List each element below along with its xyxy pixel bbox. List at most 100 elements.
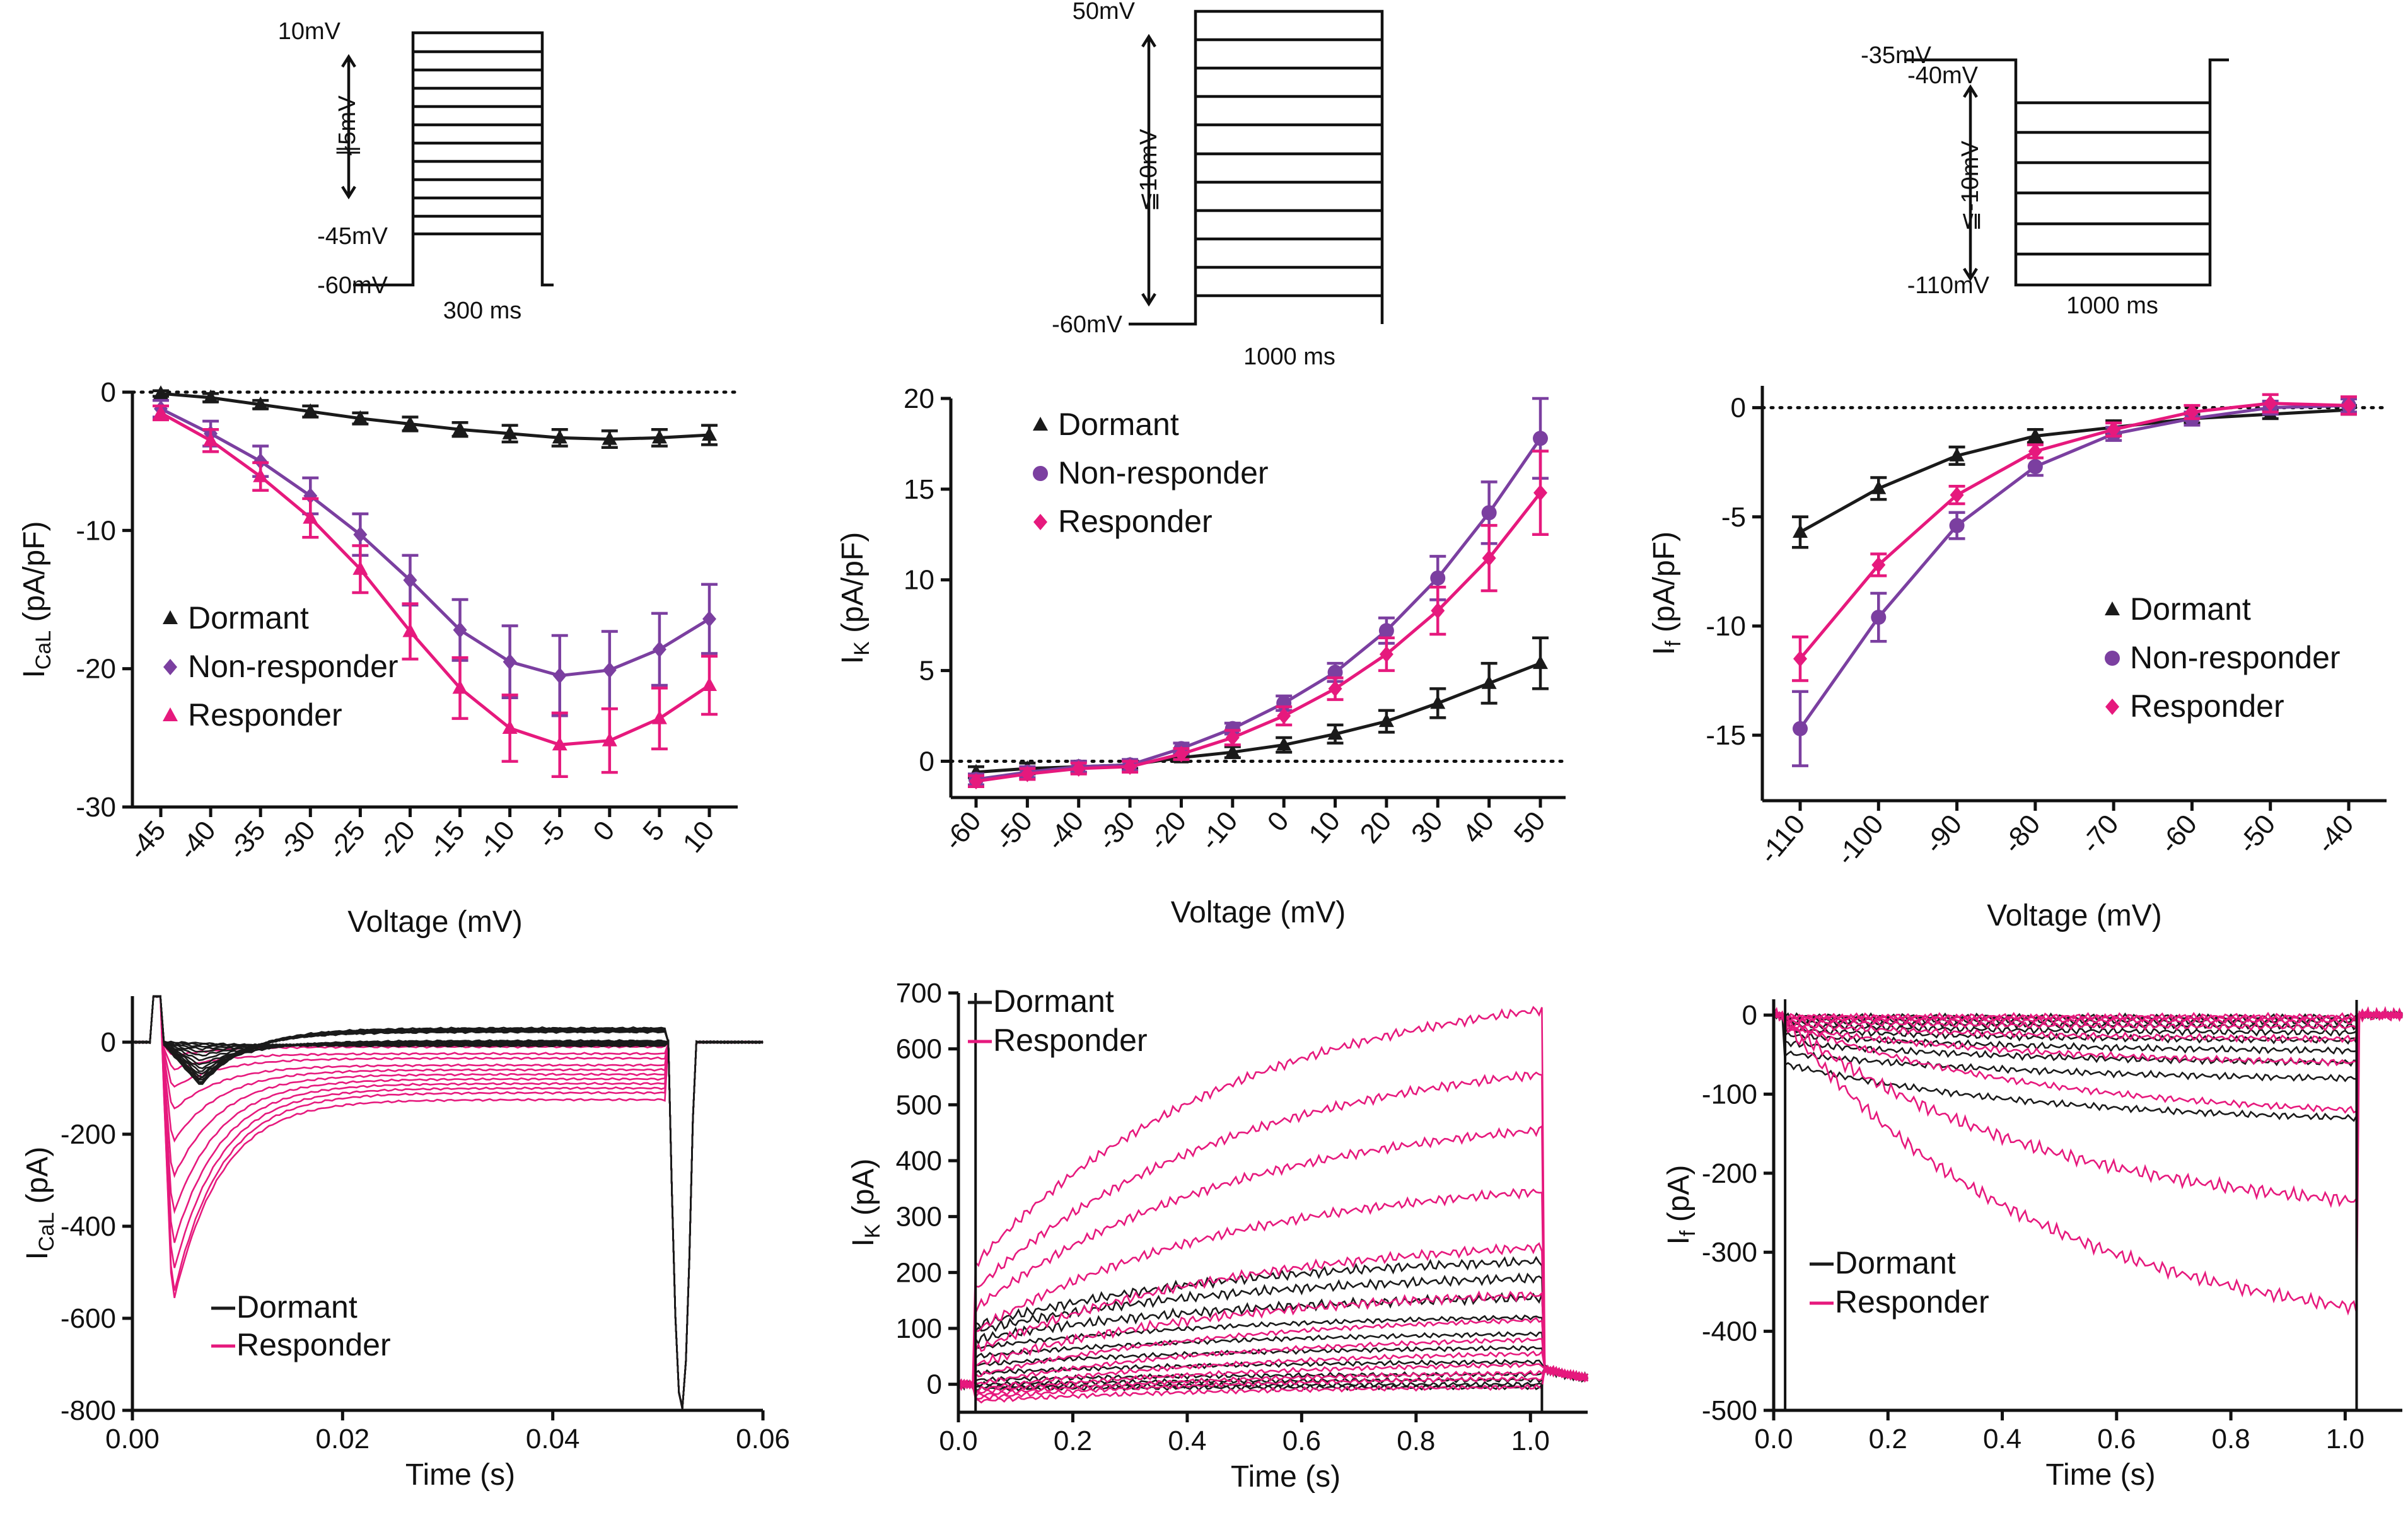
x-tick-label: -45	[122, 815, 172, 866]
data-point	[1871, 480, 1887, 494]
dormant-trace	[958, 1345, 1588, 1388]
data-point	[2027, 427, 2043, 442]
series-line	[160, 411, 711, 746]
data-point	[1430, 570, 1446, 586]
data-point	[552, 736, 567, 751]
x-tick-label: 0.4	[1983, 1424, 2021, 1454]
y-tick-label: 0	[919, 746, 934, 777]
responder-trace	[958, 1364, 1588, 1401]
responder-trace	[957, 1188, 1589, 1390]
data-point	[969, 773, 983, 790]
responder-trace	[1773, 1011, 2403, 1026]
y-tick-label: 300	[896, 1202, 942, 1233]
series-responder	[968, 450, 1549, 790]
data-point	[602, 431, 617, 445]
data-point	[1793, 650, 1807, 667]
responder-trace	[1772, 1010, 2403, 1067]
legend-label: Responder	[2130, 688, 2284, 724]
responder-trace	[958, 1125, 1589, 1387]
data-point	[352, 410, 368, 424]
protocol-ik-bottom-label: -60mV	[1052, 311, 1123, 338]
dormant-trace	[957, 1272, 1589, 1391]
y-axis-title: ICaL (pA/pF)	[18, 521, 55, 678]
iv-chart-ical: -30-20-100-45 -40 -35 -30 -25 -20 -15 -10 -5 0 5 10…	[18, 377, 740, 939]
data-point	[1871, 556, 1886, 573]
y-tick-label: 100	[896, 1313, 942, 1344]
legend-marker	[2105, 601, 2120, 615]
x-tick-label: 0.0	[939, 1425, 977, 1456]
y-tick-label: 0	[927, 1369, 942, 1400]
data-point	[453, 622, 467, 639]
y-tick-label: 0	[1731, 393, 1746, 424]
responder-trace	[132, 995, 764, 1409]
legend-label: Responder	[1835, 1284, 1989, 1320]
protocol-ik-step-label: ≦10mV	[1136, 129, 1162, 212]
legend-label: Non-responder	[188, 649, 398, 684]
protocol-ik: 50mV ≦10mV -60mV 1000 ms	[1052, 0, 1384, 370]
y-tick-label: -30	[76, 792, 116, 823]
x-tick-label: 1.0	[1511, 1425, 1550, 1456]
series-dormant	[153, 385, 718, 449]
x-tick-label: -50	[2232, 809, 2281, 859]
x-tick-label: 0.6	[2097, 1424, 2136, 1454]
data-point	[651, 710, 667, 724]
x-tick-label: -60	[938, 806, 987, 856]
x-tick-label: -50	[989, 806, 1038, 856]
x-axis-title: Voltage (mV)	[1987, 899, 2161, 932]
legend-marker	[2105, 651, 2120, 666]
y-tick-label: 600	[896, 1034, 942, 1065]
series-line	[1799, 402, 2349, 660]
protocol-if-step-lines	[2016, 101, 2210, 256]
responder-trace	[1773, 1006, 2404, 1316]
dormant-trace	[957, 1256, 1589, 1389]
data-point	[1533, 655, 1548, 670]
protocol-if-hold-label: -35mV	[1861, 42, 1932, 69]
trace-chart-if: -500 -400 -300 -200 -100 0 0.0 0.2 0.4 0.6 0.8 1.0 T…	[1662, 999, 2404, 1492]
x-tick-label: 0.2	[1054, 1425, 1092, 1456]
legend-marker	[163, 610, 178, 624]
data-point	[1379, 646, 1393, 663]
series-line	[975, 437, 1542, 781]
x-tick-label: -60	[2154, 809, 2203, 859]
responder-trace	[958, 1350, 1588, 1392]
protocol-cal-mid-label: -45mV	[317, 223, 388, 250]
data-point	[1174, 745, 1189, 762]
series-dormant	[1792, 402, 2357, 549]
dormant-trace	[1772, 1011, 2403, 1055]
responder-trace	[957, 1337, 1588, 1387]
legend-marker	[163, 707, 178, 721]
x-tick-label: -15	[422, 815, 471, 866]
legend-label: Responder	[993, 1023, 1148, 1058]
data-point	[1071, 760, 1086, 777]
legend-label: Responder	[188, 697, 342, 733]
y-tick-label: 500	[896, 1089, 942, 1120]
data-point	[2342, 397, 2356, 414]
x-tick-label: 10	[1303, 806, 1346, 849]
y-tick-label: -200	[1702, 1158, 1757, 1189]
data-point	[402, 415, 418, 430]
series-line	[160, 392, 710, 441]
legend-label: Dormant	[993, 984, 1114, 1019]
data-point	[1481, 505, 1497, 521]
y-tick-label: 0	[101, 377, 116, 408]
y-axis-title: If (pA)	[1662, 1165, 1700, 1245]
x-tick-label: -90	[1919, 809, 1968, 859]
data-point	[303, 509, 318, 524]
x-tick-label: 0.02	[316, 1424, 370, 1454]
protocol-cal: 10mV ∦5mV -45mV -60mV 300 ms	[278, 18, 554, 324]
legend-label: Dormant	[188, 600, 309, 636]
protocol-cal-duration: 300 ms	[443, 298, 522, 324]
x-tick-label: 1.0	[2326, 1424, 2364, 1454]
trace-chart-ical: -800 -600 -400 -200 0 0.00 0.02 0.04 0.06 Time (s…	[21, 995, 790, 1492]
responder-trace	[958, 1368, 1588, 1400]
protocol-ik-steps	[1129, 9, 1384, 326]
data-point	[552, 429, 567, 444]
x-tick-label: 0	[587, 815, 620, 847]
data-point	[1533, 431, 1548, 446]
legend-label: Dormant	[236, 1289, 358, 1325]
x-tick-label: 0.8	[2212, 1424, 2250, 1454]
x-tick-label: 40	[1457, 806, 1500, 849]
data-point	[1950, 487, 1964, 504]
data-point	[1533, 484, 1547, 501]
data-point	[1327, 665, 1343, 680]
